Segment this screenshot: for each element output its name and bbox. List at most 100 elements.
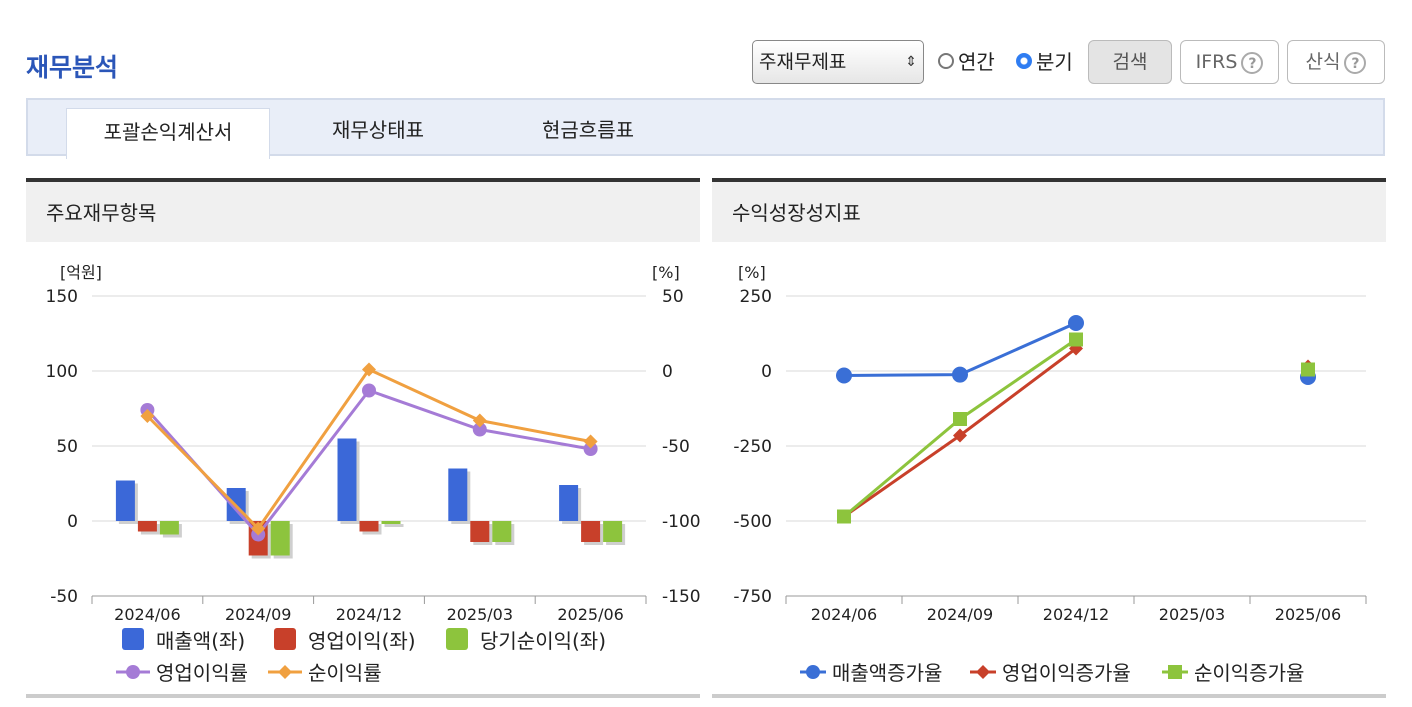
x-tick-label: 2024/12 [336,605,402,624]
data-point [472,422,487,437]
y-tick-label: 250 [740,287,772,307]
ifrs-help-button[interactable]: IFRS? [1180,40,1279,84]
x-tick-label: 2024/09 [225,605,291,624]
y-unit-label: [%] [738,263,766,282]
y2-tick-label: -50 [662,437,690,457]
series-line [146,388,591,537]
bar [270,521,290,556]
select-value: 주재무제표 [759,51,847,73]
legend-label: 영업이익(좌) [308,629,416,653]
y-tick-label: -500 [733,512,772,532]
key-financials-chart: 150 100 50 0 -50 50 0 -50 -100 -150 [억원] [%] 2024/06… [46,263,700,685]
y-tick-label: 50 [56,437,78,457]
y-tick-label: 150 [46,287,78,307]
bar [359,521,379,532]
growth-indicators-panel: 수익성장성지표 250 0 -250 -500 -750 [%] 2024/06 2024/0… [712,178,1386,698]
series-line [843,338,1077,518]
legend-marker [806,665,820,679]
data-point [1068,315,1084,331]
radio-quarter-label: 분기 [1036,50,1073,74]
bar [137,521,157,532]
data-point [1301,362,1315,377]
data-point [953,412,967,426]
bar [337,438,357,521]
data-point [1069,332,1083,347]
search-button-label: 검색 [1112,51,1148,73]
data-point [837,509,851,524]
legend-swatch [446,628,468,650]
y-tick-label: -750 [733,587,772,607]
panel-title: 주요재무항목 [26,178,700,242]
panel-title: 수익성장성지표 [712,178,1386,242]
bar [470,521,490,542]
growth-indicators-chart: 250 0 -250 -500 -750 [%] 2024/06 2024/09 2024/12… [733,263,1367,685]
x-tick-label: 2024/06 [114,605,180,624]
radio-annual[interactable]: 연간 [938,46,995,75]
x-tick-label: 2024/12 [1043,605,1109,624]
y-unit-label: [억원] [60,263,102,282]
key-financials-panel: 주요재무항목 150 100 50 0 -50 50 0 -50 -100 -150 [억원] [%]… [26,178,700,698]
data-point [583,442,598,456]
data-point [472,413,487,428]
y-tick-label: -50 [50,587,78,607]
help-icon: ? [1344,51,1367,74]
legend-marker [126,665,140,679]
bar [603,521,623,542]
bar [115,480,135,521]
legend-label: 매출액증가율 [832,661,942,685]
tab-income-statement[interactable]: 포괄손익계산서 [66,108,270,159]
x-tick-label: 2024/09 [927,605,993,624]
data-point [140,409,155,423]
x-tick-label: 2025/06 [557,605,623,624]
data-point [952,366,968,383]
radio-annual-label: 연간 [958,50,995,74]
bar [159,521,179,535]
data-point [953,428,967,443]
data-point [836,367,852,384]
data-point [583,434,598,449]
bar [492,521,512,542]
legend-label: 매출액(좌) [156,629,245,653]
legend-swatch [122,628,144,650]
legend-swatch [274,628,296,650]
legend-label: 영업이익률 [156,661,248,685]
x-tick-label: 2025/03 [1159,605,1225,624]
statement-type-select[interactable]: 주재무제표 ⇕ [752,40,924,84]
radio-selected-icon [1016,52,1032,69]
bar [581,521,601,542]
y-tick-label: -250 [733,437,772,457]
y2-tick-label: -100 [662,512,700,532]
y2-tick-label: 50 [662,287,684,307]
y2-tick-label: 0 [662,362,673,382]
tab-cash-flow[interactable]: 현금흐름표 [542,118,634,142]
y-tick-label: 100 [46,362,78,382]
legend-label: 순이익증가율 [1194,661,1304,685]
legend-label: 순이익률 [308,661,382,685]
y2-tick-label: -150 [662,587,700,607]
chevron-updown-icon: ⇕ [905,54,917,70]
data-point [362,383,376,398]
data-point [251,521,266,536]
help-icon: ? [1241,51,1264,74]
x-tick-label: 2024/06 [811,605,877,624]
tab-balance-sheet[interactable]: 재무상태표 [332,118,424,142]
panel-divider [712,694,1386,698]
ifrs-label: IFRS [1195,51,1238,73]
radio-quarter[interactable]: 분기 [1016,46,1073,75]
bar [381,521,401,524]
data-point [362,362,376,377]
legend-marker [1168,665,1182,679]
legend-label: 영업이익증가율 [1002,661,1131,685]
legend-marker [976,665,990,679]
y-tick-label: 0 [761,362,772,382]
radio-circle-icon [938,52,954,69]
statement-tabs: 포괄손익계산서 재무상태표 현금흐름표 [26,98,1385,159]
y-tick-label: 0 [67,512,78,532]
bar-shadow [384,524,404,527]
bar [559,485,579,521]
legend-label: 당기순이익(좌) [480,629,606,653]
formula-help-button[interactable]: 산식? [1287,40,1385,84]
search-button[interactable]: 검색 [1088,40,1172,84]
x-tick-label: 2025/03 [447,605,513,624]
x-tick-label: 2025/06 [1275,605,1341,624]
